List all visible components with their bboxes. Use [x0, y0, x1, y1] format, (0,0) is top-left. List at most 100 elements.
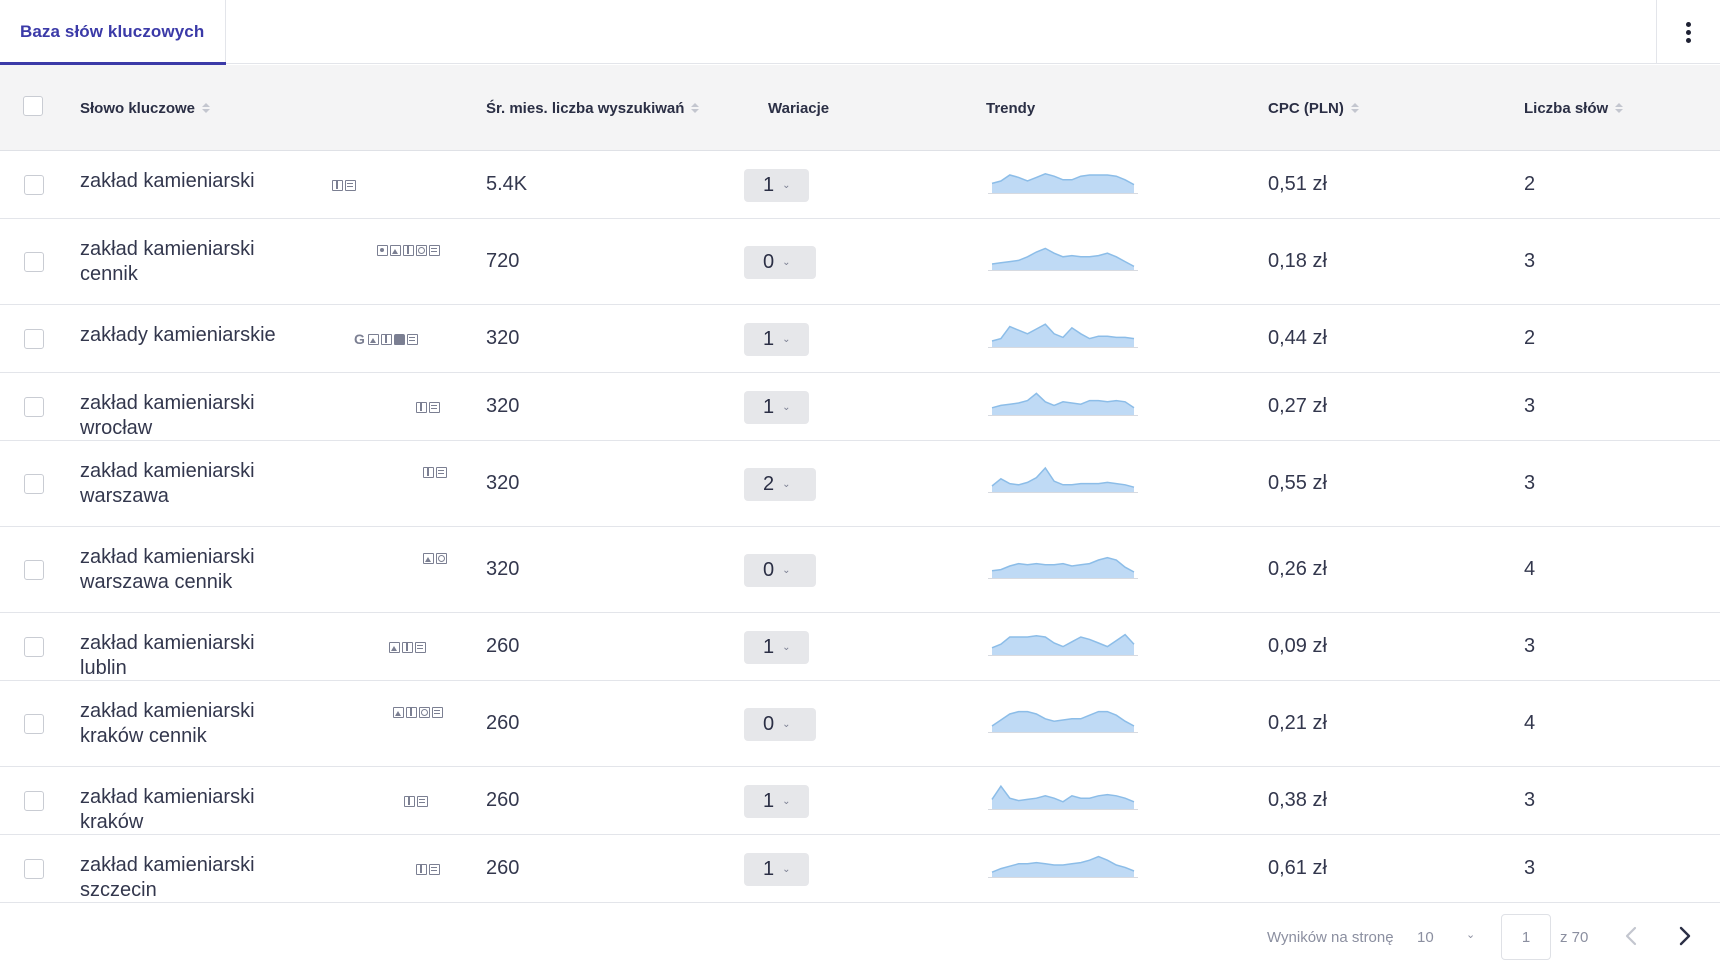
- trend-area: [992, 248, 1134, 270]
- sort-icon[interactable]: [1350, 103, 1359, 113]
- keyword-text[interactable]: zakład kamieniarski cennik: [80, 238, 255, 285]
- chevron-left-icon[interactable]: [1622, 925, 1642, 947]
- sort-icon[interactable]: [202, 103, 211, 113]
- keyword-text[interactable]: zakład kamieniarski szczecin: [80, 854, 255, 901]
- per-page-select[interactable]: 10: [1417, 929, 1434, 946]
- table-row[interactable]: zakład kamieniarski kraków 260 1 ⌄ 0,38 zł 3: [0, 767, 1720, 835]
- row-checkbox[interactable]: [24, 560, 44, 580]
- sort-icon[interactable]: [1615, 103, 1624, 113]
- trend-sparkline: [988, 173, 1138, 194]
- keyword-text[interactable]: zakład kamieniarski lublin: [80, 632, 255, 679]
- column-header-word-count[interactable]: Liczba słów: [1524, 65, 1624, 151]
- variations-dropdown[interactable]: 0 ⌄: [744, 708, 816, 741]
- tab-keyword-database[interactable]: Baza słów kluczowych: [0, 0, 226, 65]
- table-row[interactable]: zakład kamieniarski kraków cennik 260 0 ⌄ 0,…: [0, 681, 1720, 767]
- variations-dropdown[interactable]: 1 ⌄: [744, 785, 809, 818]
- trend-area: [992, 393, 1134, 415]
- keyword-text[interactable]: zakład kamieniarski kraków: [80, 786, 255, 833]
- variations-dropdown[interactable]: 1 ⌄: [744, 323, 809, 356]
- table-row[interactable]: zakłady kamieniarskie G 320 1 ⌄ 0,44 zł 2: [0, 305, 1720, 373]
- page-number-input[interactable]: 1: [1501, 914, 1551, 960]
- row-checkbox[interactable]: [24, 791, 44, 811]
- row-checkbox[interactable]: [24, 329, 44, 349]
- keyword-text[interactable]: zakład kamieniarski kraków cennik: [80, 700, 255, 747]
- keyword-text[interactable]: zakład kamieniarski wrocław: [80, 392, 255, 439]
- table-row[interactable]: zakład kamieniarski 5.4K 1 ⌄ 0,51 zł 2: [0, 151, 1720, 219]
- variations-count: 1: [763, 396, 775, 418]
- variations-dropdown[interactable]: 1 ⌄: [744, 853, 809, 886]
- news-icon: [407, 333, 418, 345]
- trend-line: [991, 323, 1135, 342]
- chevron-right-icon[interactable]: [1674, 925, 1694, 947]
- trend-area: [992, 786, 1134, 809]
- column-header-volume[interactable]: Śr. mies. liczba wyszukiwań: [486, 65, 700, 151]
- variations-count: 1: [763, 790, 775, 812]
- cpc-value: 0,44 zł: [1268, 327, 1327, 349]
- map-icon: [381, 333, 392, 345]
- serp-features: G: [354, 332, 418, 346]
- table-row[interactable]: zakład kamieniarski cennik 720 0 ⌄ 0,18 zł 3: [0, 219, 1720, 305]
- variations-dropdown[interactable]: 0 ⌄: [744, 246, 816, 279]
- column-header-keyword[interactable]: Słowo kluczowe: [80, 65, 211, 151]
- trend-area: [992, 634, 1134, 655]
- search-volume: 720: [486, 250, 520, 272]
- row-checkbox[interactable]: [24, 175, 44, 195]
- variations-dropdown[interactable]: 2 ⌄: [744, 468, 816, 501]
- column-header-cpc[interactable]: CPC (PLN): [1268, 65, 1359, 151]
- table-row[interactable]: zakład kamieniarski lublin 260 1 ⌄ 0,09 zł 3: [0, 613, 1720, 681]
- row-checkbox[interactable]: [24, 474, 44, 494]
- search-volume: 320: [486, 395, 520, 417]
- table-row[interactable]: zakład kamieniarski warszawa cennik 320 0 ⌄…: [0, 527, 1720, 613]
- row-checkbox[interactable]: [24, 859, 44, 879]
- chevron-down-icon: ⌄: [782, 479, 791, 490]
- row-checkbox[interactable]: [24, 637, 44, 657]
- trend-line: [991, 247, 1135, 268]
- table-row[interactable]: zakład kamieniarski szczecin 260 1 ⌄ 0,61 zł…: [0, 835, 1720, 903]
- trend-line: [991, 466, 1135, 488]
- trend-sparkline: [988, 633, 1138, 656]
- more-options-icon[interactable]: [1656, 0, 1720, 64]
- variations-dropdown[interactable]: 1 ⌄: [744, 631, 809, 664]
- row-checkbox[interactable]: [24, 397, 44, 417]
- word-count: 4: [1524, 558, 1536, 580]
- page-total: z 70: [1560, 929, 1589, 946]
- chevron-down-icon: ⌄: [782, 334, 791, 345]
- column-header-trends: Trendy: [986, 99, 1036, 117]
- serp-features: [389, 640, 426, 654]
- serp-features: [423, 465, 447, 479]
- sort-icon[interactable]: [691, 103, 700, 113]
- search-volume: 320: [486, 472, 520, 494]
- word-count: 2: [1524, 327, 1536, 349]
- row-checkbox[interactable]: [24, 714, 44, 734]
- serp-features: [377, 243, 440, 257]
- select-all-checkbox[interactable]: [23, 96, 43, 116]
- search-volume: 320: [486, 327, 520, 349]
- trend-sparkline: [988, 556, 1138, 579]
- keyword-text[interactable]: zakład kamieniarski: [80, 170, 255, 192]
- cpc-value: 0,21 zł: [1268, 712, 1327, 734]
- table-row[interactable]: zakład kamieniarski wrocław 320 1 ⌄ 0,27 zł 3: [0, 373, 1720, 441]
- site-icon: [436, 552, 447, 564]
- variations-dropdown[interactable]: 1 ⌄: [744, 169, 809, 202]
- variations-dropdown[interactable]: 1 ⌄: [744, 391, 809, 424]
- chevron-down-icon: ⌄: [782, 642, 791, 653]
- map-icon: [416, 863, 427, 875]
- bag-icon: [394, 333, 405, 345]
- table-header: Słowo kluczowe Śr. mies. liczba wyszukiw…: [0, 65, 1720, 151]
- chevron-down-icon[interactable]: ⌄: [1466, 929, 1476, 941]
- keyword-text[interactable]: zakłady kamieniarskie: [80, 324, 276, 346]
- variations-dropdown[interactable]: 0 ⌄: [744, 554, 816, 587]
- news-icon: [415, 641, 426, 653]
- review-icon: [377, 244, 388, 256]
- serp-features: [416, 400, 440, 414]
- variations-count: 1: [763, 174, 775, 196]
- tab-label: Baza słów kluczowych: [20, 22, 205, 41]
- news-icon: [345, 179, 356, 191]
- news-icon: [429, 863, 440, 875]
- row-checkbox[interactable]: [24, 252, 44, 272]
- keyword-text[interactable]: zakład kamieniarski warszawa cennik: [80, 546, 255, 593]
- tab-bar: Baza słów kluczowych: [0, 0, 1720, 65]
- keyword-text[interactable]: zakład kamieniarski warszawa: [80, 460, 255, 507]
- map-icon: [416, 401, 427, 413]
- table-row[interactable]: zakład kamieniarski warszawa 320 2 ⌄ 0,55 zł…: [0, 441, 1720, 527]
